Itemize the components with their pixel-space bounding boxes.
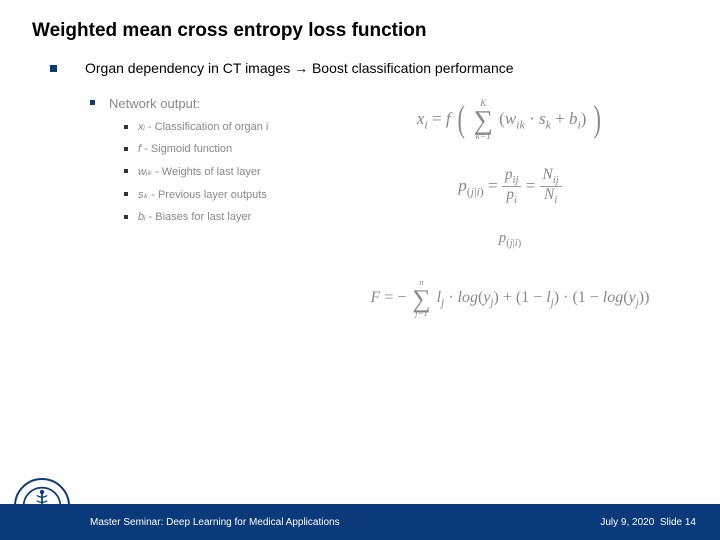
slide-footer: Master Seminar: Deep Learning for Medica… [0, 504, 720, 540]
footer-meta: July 9, 2020 Slide 14 [600, 517, 696, 528]
formula-conditional-prob: p(j|i) = pijpi = NijNi [332, 167, 688, 208]
square-bullet-icon [90, 100, 95, 105]
square-bullet-icon [124, 215, 128, 219]
content-area: Network output: xᵢ - Classification of o… [32, 96, 688, 340]
formula-loss: F = − n∑j=1 lj · log(yj) + (1 − lj) · (1… [332, 279, 688, 318]
square-bullet-icon [124, 147, 128, 151]
definition-item: xᵢ - Classification of organ i [32, 121, 312, 133]
definition-text: wᵢₖ - Weights of last layer [138, 165, 261, 178]
definition-text: bᵢ - Biases for last layer [138, 211, 251, 223]
bullet-item-2: Network output: [32, 96, 312, 111]
square-bullet-icon [124, 125, 128, 129]
square-bullet-icon [124, 192, 128, 196]
definition-item: wᵢₖ - Weights of last layer [32, 165, 312, 178]
formulas-column: xi = f ( K∑k=1 (wik · sk + bi) ) p(j|i) … [332, 96, 688, 340]
definition-item: sₖ - Previous layer outputs [32, 188, 312, 201]
bullet-item-1: Organ dependency in CT images → Boost cl… [32, 60, 688, 76]
formula-xi: xi = f ( K∑k=1 (wik · sk + bi) ) [332, 96, 688, 145]
definitions-column: Network output: xᵢ - Classification of o… [32, 96, 312, 340]
formula-p-ji: p(j|i) [332, 229, 688, 251]
definition-item: bᵢ - Biases for last layer [32, 211, 312, 223]
definition-text: sₖ - Previous layer outputs [138, 188, 267, 201]
square-bullet-icon [124, 169, 128, 173]
definition-text: xᵢ - Classification of organ i [138, 121, 268, 133]
bullet-text: Organ dependency in CT images → Boost cl… [85, 60, 514, 76]
square-bullet-icon [50, 65, 57, 72]
footer-slide-number: Slide 14 [660, 517, 696, 528]
slide-title: Weighted mean cross entropy loss functio… [32, 20, 688, 42]
definition-text: f - Sigmoid function [138, 143, 232, 155]
slide: Weighted mean cross entropy loss functio… [0, 0, 720, 540]
footer-title: Master Seminar: Deep Learning for Medica… [90, 517, 340, 528]
footer-date: July 9, 2020 [600, 517, 654, 528]
bullet-text: Network output: [109, 96, 200, 111]
definition-item: f - Sigmoid function [32, 143, 312, 155]
